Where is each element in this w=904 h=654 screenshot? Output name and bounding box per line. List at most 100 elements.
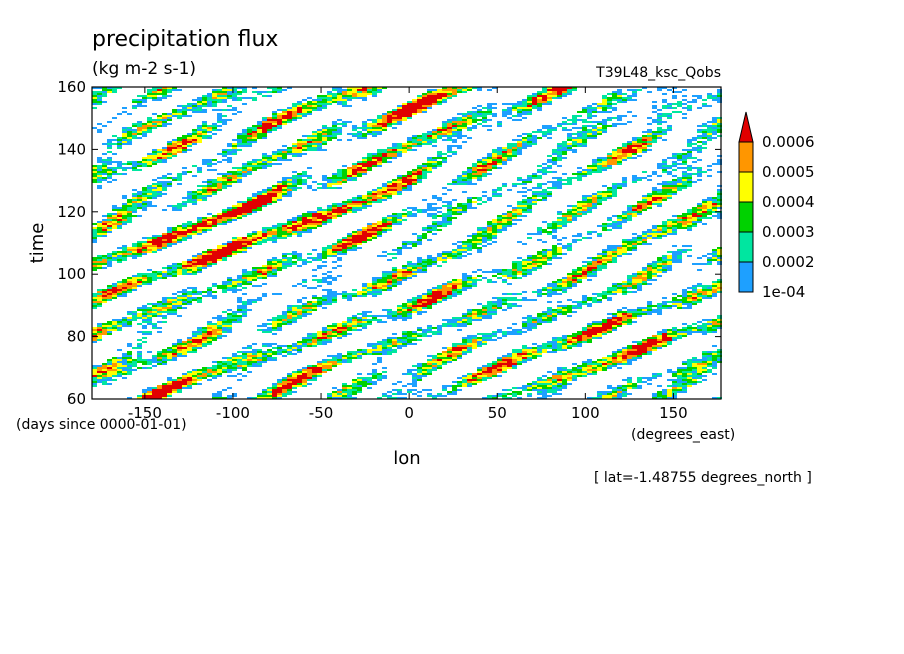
heatmap-cell (477, 199, 482, 201)
heatmap-cell (232, 213, 237, 215)
heatmap-cell (577, 127, 582, 129)
heatmap-cell (307, 101, 312, 103)
heatmap-cell (142, 275, 147, 277)
heatmap-cell (322, 187, 327, 189)
heatmap-cell (562, 285, 567, 287)
heatmap-cell (442, 101, 447, 103)
heatmap-cell (132, 165, 137, 167)
heatmap-cell (572, 133, 577, 135)
heatmap-cell (627, 285, 632, 287)
heatmap-cell (502, 271, 507, 273)
heatmap-cell (692, 181, 697, 183)
heatmap-cell (397, 149, 402, 151)
heatmap-cell (132, 167, 137, 169)
heatmap-cell (187, 135, 192, 137)
heatmap-cell (712, 283, 717, 285)
heatmap-cell (272, 273, 277, 275)
heatmap-cell (152, 273, 157, 275)
heatmap-cell (327, 129, 332, 131)
heatmap-cell (132, 247, 137, 249)
heatmap-cell (602, 163, 607, 165)
heatmap-cell (572, 235, 577, 237)
heatmap-cell (597, 129, 602, 131)
heatmap-cell (152, 151, 157, 153)
heatmap-cell (492, 225, 497, 227)
heatmap-cell (117, 167, 122, 169)
heatmap-cell (187, 265, 192, 267)
heatmap-cell (327, 275, 332, 277)
heatmap-cell (207, 125, 212, 127)
heatmap-cell (207, 195, 212, 197)
heatmap-cell (292, 109, 297, 111)
heatmap-cell (422, 103, 427, 105)
heatmap-cell (627, 207, 632, 209)
heatmap-cell (617, 101, 622, 103)
heatmap-cell (132, 243, 137, 245)
heatmap-cell (292, 117, 297, 119)
heatmap-cell (272, 91, 277, 93)
heatmap-cell (707, 127, 712, 129)
heatmap-cell (537, 261, 542, 263)
heatmap-cell (167, 205, 172, 207)
heatmap-cell (162, 157, 167, 159)
heatmap-cell (557, 157, 562, 159)
heatmap-cell (287, 147, 292, 149)
heatmap-cell (672, 257, 677, 259)
heatmap-cell (692, 137, 697, 139)
heatmap-cell (332, 215, 337, 217)
heatmap-cell (467, 127, 472, 129)
heatmap-cell (587, 209, 592, 211)
heatmap-cell (467, 283, 472, 285)
heatmap-cell (122, 245, 127, 247)
heatmap-cell (272, 185, 277, 187)
heatmap-cell (617, 187, 622, 189)
heatmap-cell (647, 143, 652, 145)
heatmap-cell (302, 281, 307, 283)
heatmap-cell (402, 245, 407, 247)
heatmap-cell (197, 141, 202, 143)
heatmap-cell (632, 137, 637, 139)
heatmap-cell (702, 209, 707, 211)
heatmap-cell (282, 149, 287, 151)
heatmap-cell (532, 199, 537, 201)
heatmap-cell (177, 105, 182, 107)
heatmap-cell (717, 203, 722, 205)
heatmap-cell (417, 271, 422, 273)
heatmap-cell (97, 161, 102, 163)
heatmap-cell (202, 231, 207, 233)
heatmap-cell (387, 215, 392, 217)
heatmap-cell (157, 151, 162, 153)
heatmap-cell (652, 141, 657, 143)
heatmap-cell (147, 117, 152, 119)
heatmap-cell (527, 211, 532, 213)
heatmap-cell (377, 197, 382, 199)
heatmap-cell (402, 179, 407, 181)
heatmap-cell (522, 209, 527, 211)
heatmap-cell (277, 233, 282, 235)
heatmap-cell (522, 269, 527, 271)
heatmap-cell (107, 175, 112, 177)
heatmap-cell (107, 139, 112, 141)
heatmap-cell (582, 195, 587, 197)
heatmap-cell (297, 255, 302, 257)
heatmap-cell (262, 199, 267, 201)
heatmap-cell (422, 95, 427, 97)
heatmap-cell (467, 245, 472, 247)
heatmap-cell (557, 223, 562, 225)
heatmap-cell (142, 253, 147, 255)
heatmap-cell (587, 133, 592, 135)
heatmap-cell (452, 151, 457, 153)
heatmap-cell (642, 141, 647, 143)
heatmap-cell (382, 119, 387, 121)
heatmap-cell (572, 117, 577, 119)
heatmap-cell (302, 171, 307, 173)
heatmap-cell (407, 189, 412, 191)
heatmap-cell (197, 255, 202, 257)
heatmap-cell (317, 213, 322, 215)
heatmap-cell (432, 101, 437, 103)
heatmap-cell (532, 175, 537, 177)
heatmap-cell (212, 125, 217, 127)
heatmap-cell (452, 129, 457, 131)
heatmap-cell (147, 119, 152, 121)
heatmap-cell (447, 131, 452, 133)
